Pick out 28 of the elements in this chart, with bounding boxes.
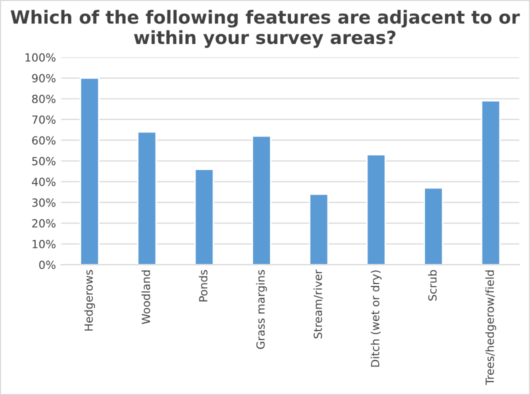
y-tick-label: 30% [32, 198, 56, 207]
bar [252, 135, 272, 265]
x-tick-label: Trees/hedgerow/field [485, 270, 496, 385]
y-tick-label: 40% [32, 178, 56, 186]
bar [194, 168, 214, 265]
bar [480, 100, 501, 265]
y-tick-label: 20% [32, 219, 56, 228]
y-tick-label: 100% [26, 53, 56, 62]
x-tick-label: Ditch (wet or dry) [370, 270, 382, 367]
x-tick-label: Scrub [428, 270, 437, 301]
y-tick-label: 90% [32, 74, 56, 82]
y-tick-label: 70% [32, 115, 56, 124]
bar [424, 187, 444, 265]
x-tick-label: Grass margins [256, 270, 267, 349]
y-tick-label: 60% [32, 136, 56, 145]
bar [366, 154, 386, 265]
chart-title: Which of the following features are adjacent to or within your survey areas? [10, 10, 520, 48]
y-tick-label: 10% [32, 240, 56, 248]
bar [308, 193, 329, 265]
y-tick-label: 80% [32, 94, 56, 104]
x-tick-label: Stream/river [313, 270, 323, 338]
x-tick-label: Hedgerows [84, 270, 95, 331]
bar [80, 77, 100, 265]
bar [137, 131, 157, 265]
y-tick-label: 0% [39, 260, 56, 270]
y-tick-label: 50% [32, 156, 56, 166]
x-tick-label: Ponds [198, 270, 208, 302]
x-tick-label: Woodland [142, 270, 150, 324]
